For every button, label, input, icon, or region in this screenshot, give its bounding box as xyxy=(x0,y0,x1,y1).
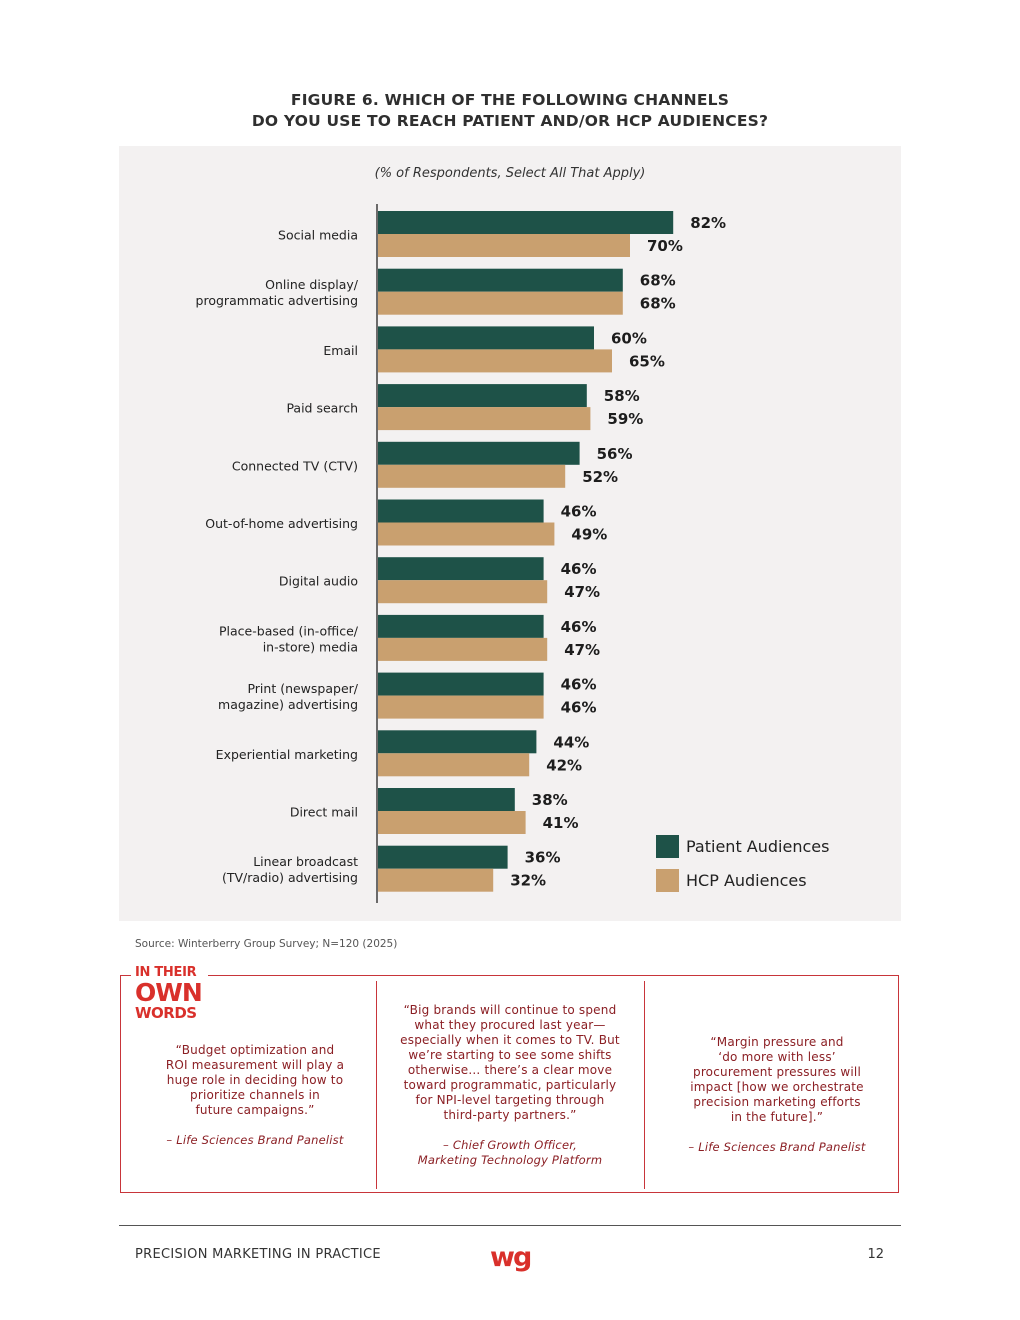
data-label: 49% xyxy=(571,526,607,544)
bar-hcp xyxy=(378,695,544,719)
category-label: in-store) media xyxy=(263,639,358,654)
category-label: magazine) advertising xyxy=(218,697,358,712)
data-label: 46% xyxy=(561,560,597,578)
data-label: 36% xyxy=(525,849,561,867)
category-label: Place-based (in-office/ xyxy=(219,623,359,638)
legend-label: Patient Audiences xyxy=(686,837,829,856)
data-label: 47% xyxy=(564,641,600,659)
report-title: PRECISION MARKETING IN PRACTICE xyxy=(135,1247,381,1262)
bar-patient xyxy=(378,730,537,754)
logo-line-1: IN THEIR xyxy=(135,965,197,980)
bar-hcp xyxy=(378,349,612,373)
data-label: 56% xyxy=(597,445,633,463)
data-label: 60% xyxy=(611,329,647,347)
bar-patient xyxy=(378,614,544,638)
quote-box xyxy=(120,975,899,1193)
category-label: Out-of-home advertising xyxy=(205,516,358,531)
category-label: Experiential marketing xyxy=(216,747,358,762)
data-label: 46% xyxy=(561,676,597,694)
data-label: 65% xyxy=(629,352,665,370)
bar-patient xyxy=(378,499,544,523)
figure-title-line-1: FIGURE 6. WHICH OF THE FOLLOWING CHANNEL… xyxy=(290,91,730,109)
category-label: Linear broadcast xyxy=(253,854,358,869)
bar-hcp xyxy=(378,811,526,834)
data-label: 68% xyxy=(640,295,676,313)
bar-hcp xyxy=(378,522,555,546)
quote-3: “Margin pressure and ‘do more with less’… xyxy=(652,1035,902,1155)
category-label: Print (newspaper/ xyxy=(247,681,358,696)
quote-attribution: – Life Sciences Brand Panelist xyxy=(166,1133,344,1147)
bar-hcp xyxy=(378,407,591,431)
data-label: 46% xyxy=(561,503,597,521)
bar-hcp xyxy=(378,234,630,257)
category-label: Social media xyxy=(278,228,358,243)
page-number: 12 xyxy=(867,1247,884,1262)
in-their-own-words-logo: IN THEIR OWN WORDS xyxy=(131,966,208,1021)
data-label: 32% xyxy=(510,872,546,890)
data-label: 82% xyxy=(690,214,726,232)
quote-2: “Big brands will continue to spend what … xyxy=(385,1003,635,1168)
bar-patient xyxy=(378,268,623,292)
bar-patient xyxy=(378,845,508,869)
quote-divider xyxy=(644,981,645,1189)
bar-hcp xyxy=(378,580,548,604)
figure-title-line-2: DO YOU USE TO REACH PATIENT AND/OR HCP A… xyxy=(251,112,769,130)
data-label: 42% xyxy=(546,756,582,774)
data-label: 41% xyxy=(543,814,579,832)
data-label: 44% xyxy=(553,733,589,751)
bar-hcp xyxy=(378,868,494,892)
category-label: Email xyxy=(323,343,358,358)
legend-swatch xyxy=(656,869,679,892)
data-label: 38% xyxy=(532,791,568,809)
footer-divider xyxy=(119,1225,901,1226)
bar-patient xyxy=(378,672,544,696)
wg-logo: wg xyxy=(490,1242,532,1273)
source-note: Source: Winterberry Group Survey; N=120 … xyxy=(135,938,398,950)
data-label: 52% xyxy=(582,468,618,486)
bar-patient xyxy=(378,384,587,408)
bar-hcp xyxy=(378,753,530,777)
bar-patient xyxy=(378,211,674,234)
category-label: Digital audio xyxy=(279,574,358,589)
category-label: programmatic advertising xyxy=(196,293,358,308)
bar-patient xyxy=(378,441,580,465)
bar-patient xyxy=(378,557,544,581)
data-label: 47% xyxy=(564,583,600,601)
data-label: 70% xyxy=(647,237,683,255)
bar-patient xyxy=(378,326,594,350)
quote-attribution: – Life Sciences Brand Panelist xyxy=(688,1140,866,1154)
bar-hcp xyxy=(378,637,548,661)
data-label: 59% xyxy=(607,410,643,428)
bar-hcp xyxy=(378,291,623,315)
legend-swatch xyxy=(656,835,679,858)
chart-subtitle: (% of Respondents, Select All That Apply… xyxy=(374,166,646,181)
figure-title: FIGURE 6. WHICH OF THE FOLLOWING CHANNEL… xyxy=(0,90,1020,132)
quote-text: “Margin pressure and ‘do more with less’… xyxy=(690,1035,864,1124)
quote-text: “Big brands will continue to spend what … xyxy=(400,1003,620,1122)
quote-attribution: – Chief Growth Officer, Marketing Techno… xyxy=(417,1138,603,1167)
quote-divider xyxy=(376,981,377,1189)
category-label: (TV/radio) advertising xyxy=(222,870,358,885)
bar-patient xyxy=(378,788,515,811)
data-label: 68% xyxy=(640,272,676,290)
logo-line-2: OWN xyxy=(135,978,203,1007)
logo-line-3: WORDS xyxy=(135,1004,197,1022)
data-label: 58% xyxy=(604,387,640,405)
quote-1: “Budget optimization and ROI measurement… xyxy=(130,1043,380,1148)
legend-label: HCP Audiences xyxy=(686,871,807,890)
category-label: Online display/ xyxy=(265,277,359,292)
bar-hcp xyxy=(378,464,566,488)
data-label: 46% xyxy=(561,699,597,717)
svg-text:wg: wg xyxy=(490,1242,531,1273)
quote-text: “Budget optimization and ROI measurement… xyxy=(165,1043,345,1117)
category-label: Direct mail xyxy=(290,805,358,820)
category-label: Connected TV (CTV) xyxy=(232,458,358,473)
data-label: 46% xyxy=(561,618,597,636)
category-label: Paid search xyxy=(286,401,358,416)
